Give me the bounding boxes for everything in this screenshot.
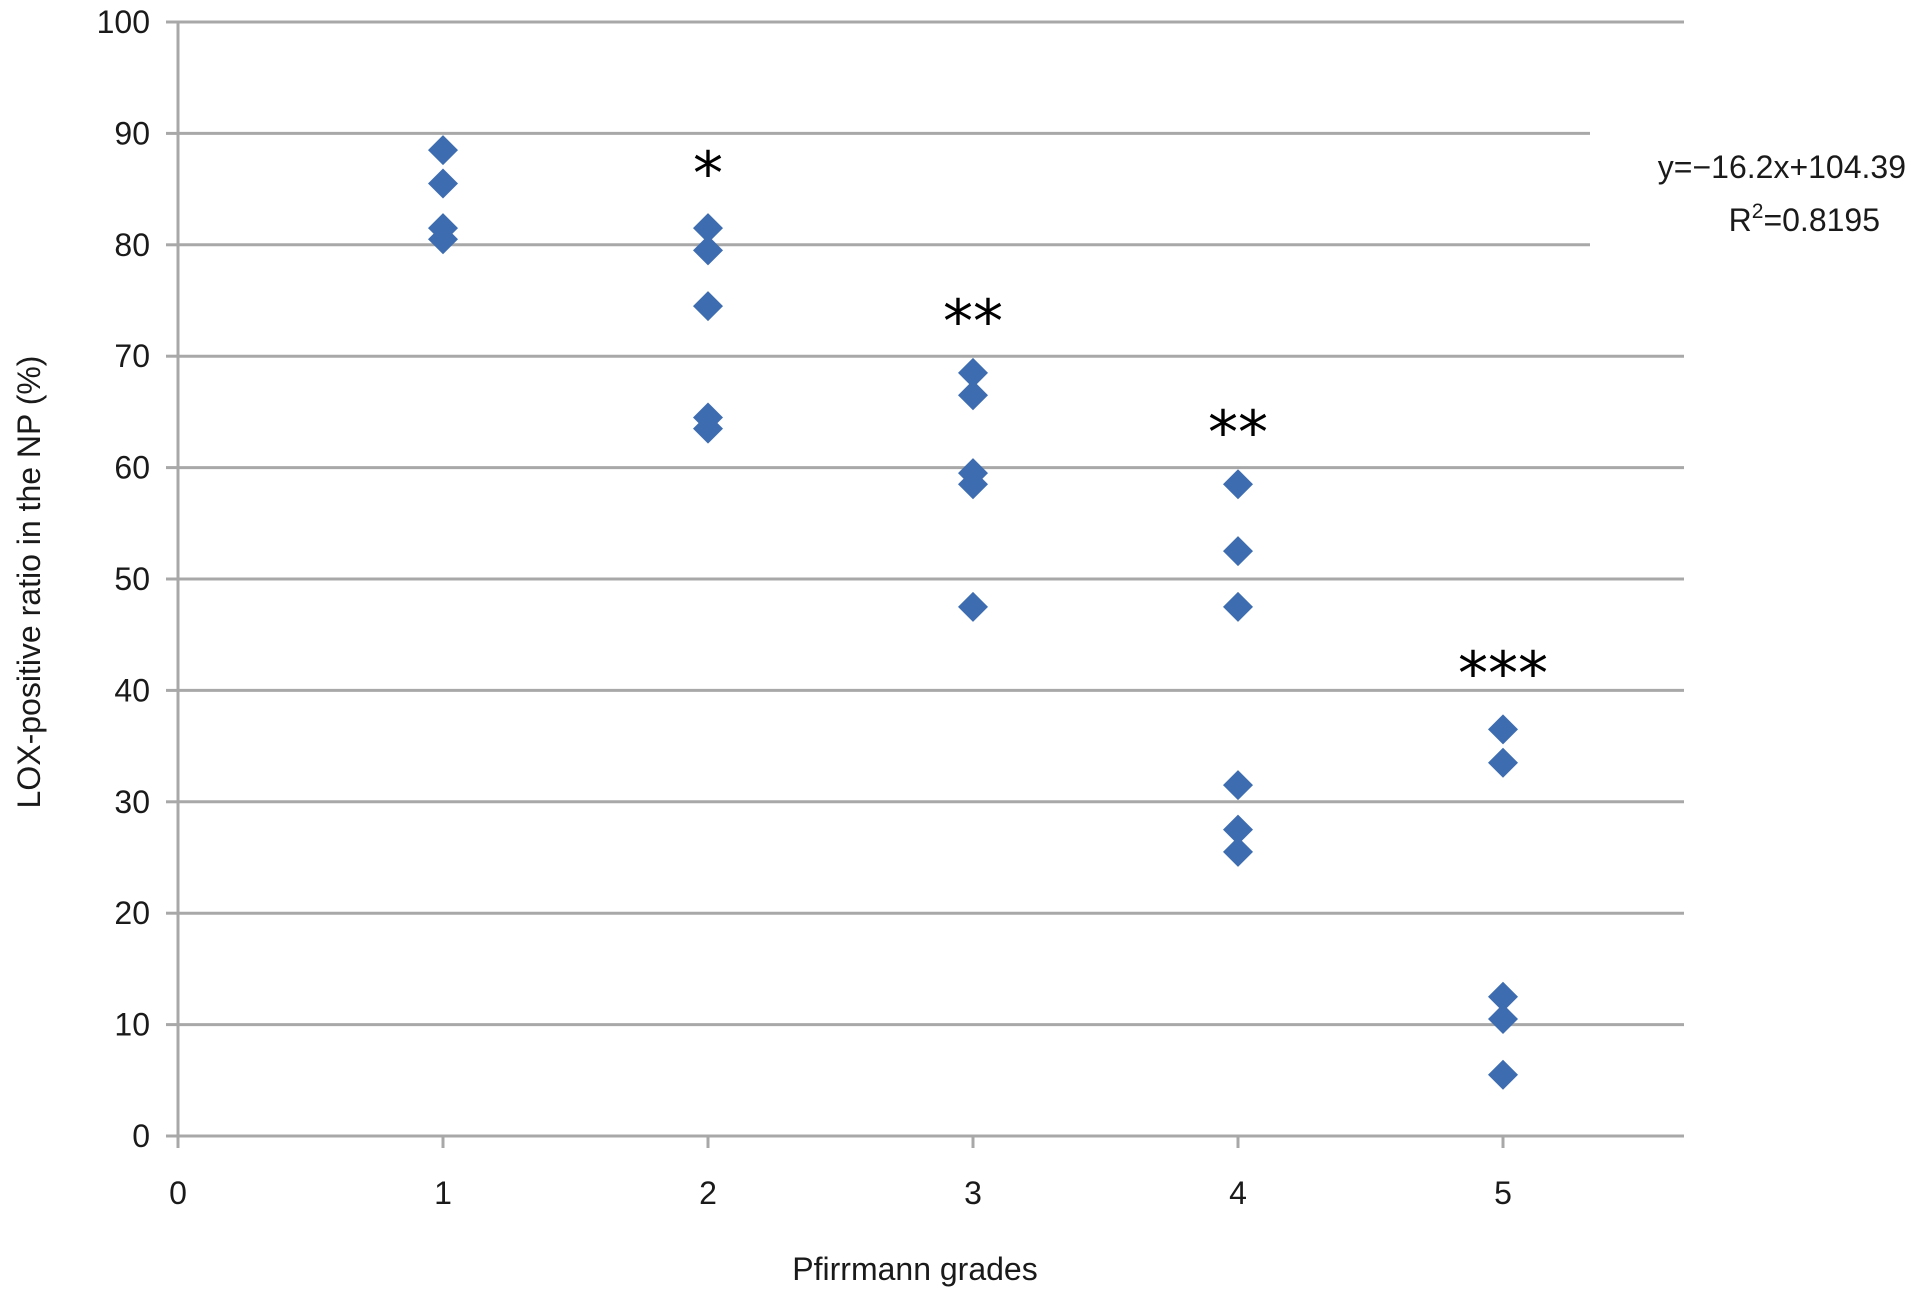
y-tick-label: 10	[114, 1007, 150, 1043]
y-tick-label: 0	[132, 1118, 150, 1154]
data-point	[693, 413, 723, 444]
y-tick-label: 80	[114, 227, 150, 263]
r-squared-prefix: R	[1729, 202, 1752, 238]
significance-marker: *	[693, 139, 723, 209]
x-tick-label: 0	[169, 1175, 187, 1211]
data-point	[1488, 747, 1518, 778]
data-point	[958, 591, 988, 622]
significance-markers: ********	[693, 139, 1548, 709]
data-point	[1488, 714, 1518, 745]
data-point	[1223, 770, 1253, 801]
data-points	[428, 135, 1518, 1090]
axes: 0 10 20 30 40 50 60 70 80 90 100 0 1 2 3 4 5	[97, 4, 1684, 1211]
y-tick-label: 90	[114, 115, 150, 151]
y-tick-label: 40	[114, 672, 150, 708]
y-tick-label: 100	[97, 4, 150, 40]
data-point	[1223, 591, 1253, 622]
r-squared-annotation: R2=0.8195	[1729, 200, 1880, 238]
data-point	[1488, 981, 1518, 1012]
y-tick-label: 70	[114, 338, 150, 374]
data-point	[428, 224, 458, 255]
data-point	[1488, 1059, 1518, 1090]
x-tick-label: 5	[1494, 1175, 1512, 1211]
data-point	[958, 357, 988, 388]
data-point	[1488, 1004, 1518, 1035]
x-tick-label: 1	[434, 1175, 452, 1211]
data-point	[958, 469, 988, 500]
x-axis-title: Pfirrmann grades	[792, 1251, 1037, 1287]
y-tick-label: 60	[114, 450, 150, 486]
r-squared-exponent: 2	[1752, 200, 1764, 223]
data-point	[693, 235, 723, 266]
y-tick-label: 30	[114, 784, 150, 820]
data-point	[1223, 836, 1253, 867]
data-point	[428, 168, 458, 199]
data-point	[958, 380, 988, 411]
gridlines	[178, 20, 1684, 1027]
x-tick-label: 2	[699, 1175, 717, 1211]
x-tick-label: 4	[1229, 1175, 1247, 1211]
data-point	[693, 213, 723, 244]
regression-equation: y=−16.2x+104.39	[1658, 149, 1906, 185]
data-point	[1223, 814, 1253, 845]
y-tick-label: 50	[114, 561, 150, 597]
significance-marker: **	[1208, 398, 1268, 468]
x-tick-label: 3	[964, 1175, 982, 1211]
data-point	[693, 291, 723, 322]
r-squared-value: =0.8195	[1763, 202, 1880, 238]
data-point	[1223, 469, 1253, 500]
y-tick-label: 20	[114, 895, 150, 931]
data-point	[428, 135, 458, 166]
data-point	[1223, 536, 1253, 567]
significance-marker: **	[943, 287, 1003, 357]
y-axis-title: LOX-positive ratio in the NP (%)	[11, 356, 47, 809]
significance-marker: ***	[1458, 639, 1548, 709]
